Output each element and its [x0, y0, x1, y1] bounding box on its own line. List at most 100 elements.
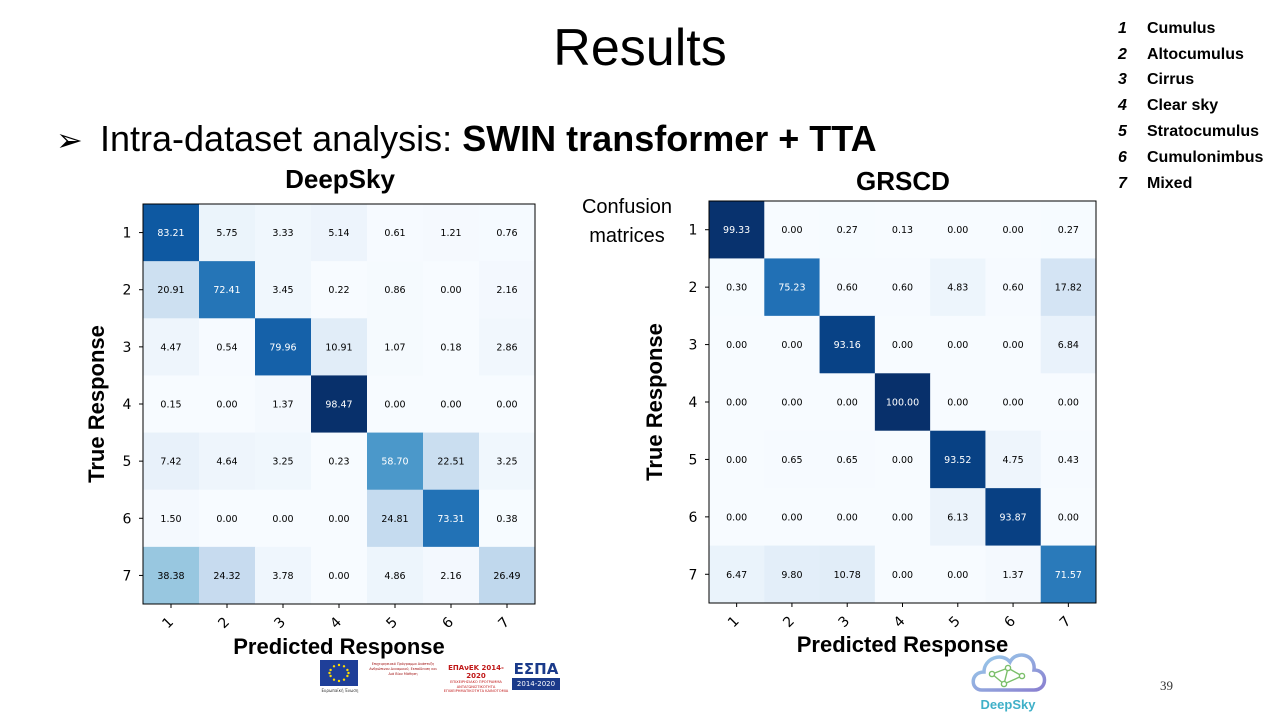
cell-value-label: 0.13 — [892, 225, 913, 236]
cell-value-label: 58.70 — [381, 457, 408, 468]
x-axis-title: Predicted Response — [233, 634, 445, 659]
heatmap-cell — [764, 545, 820, 604]
cell-value-label: 0.00 — [837, 512, 858, 523]
cell-value-label: 0.60 — [1002, 283, 1023, 294]
x-tick-label: 2 — [780, 613, 798, 631]
cell-value-label: 4.86 — [384, 571, 405, 582]
cell-value-label: 93.87 — [999, 512, 1026, 523]
heatmap-cell — [985, 373, 1042, 432]
cell-value-label: 22.51 — [437, 457, 464, 468]
legend-label: Stratocumulus — [1147, 123, 1260, 141]
heatmap-cell — [819, 201, 876, 259]
heatmap-cell — [367, 489, 424, 548]
grscd-heatmap: 99.33 0.00 0.27 0.13 0.00 0.00 0.27 0.30 75.23 0.… — [642, 200, 1097, 657]
cell-value-label: 99.33 — [723, 225, 750, 236]
y-tick-label: 5 — [123, 454, 132, 470]
cell-value-label: 0.27 — [837, 225, 858, 236]
cell-value-label: 0.65 — [837, 455, 858, 466]
cell-value-label: 0.00 — [496, 400, 517, 411]
cell-value-label: 0.00 — [781, 340, 802, 351]
side-label-line2: matrices — [589, 225, 665, 247]
legend-item: 7 Mixed — [1118, 171, 1263, 197]
heatmap-cell — [930, 201, 986, 259]
heatmap-cell — [874, 545, 931, 604]
cell-value-label: 0.00 — [947, 340, 968, 351]
y-tick-label: 6 — [689, 510, 698, 526]
cell-value-label: 0.00 — [947, 570, 968, 581]
cell-value-label: 0.00 — [1058, 398, 1079, 409]
legend-label: Altocumulus — [1147, 45, 1244, 63]
cell-value-label: 4.83 — [947, 283, 968, 294]
heatmap-cell — [709, 488, 765, 546]
heatmap-cell — [930, 258, 986, 317]
heatmap-cell — [479, 204, 536, 262]
heatmap-cell — [255, 261, 312, 319]
heatmap-cell — [874, 315, 931, 374]
epanek-logo: ΕΠΑνΕΚ 2014-2020 ΕΠΙΧΕΙΡΗΣΙΑΚΟ ΠΡΟΓΡΑΜΜΑ… — [440, 664, 512, 694]
y-tick-label: 5 — [689, 452, 698, 468]
cell-value-label: 10.78 — [834, 570, 861, 581]
heatmap-cell — [367, 318, 424, 376]
cell-value-label: 0.30 — [726, 283, 747, 294]
x-tick-label: 5 — [946, 613, 964, 631]
heatmap-cell — [255, 375, 312, 433]
cell-value-label: 0.65 — [781, 455, 802, 466]
legend-label: Clear sky — [1147, 97, 1219, 115]
cell-value-label: 9.80 — [781, 570, 802, 581]
cell-value-label: 4.64 — [216, 457, 237, 468]
cell-value-label: 0.23 — [328, 457, 349, 468]
heatmap-cell — [423, 204, 480, 262]
heatmap-cell — [819, 488, 876, 546]
page-number: 39 — [1160, 678, 1173, 693]
legend-item: 4 Clear sky — [1118, 93, 1263, 119]
cell-value-label: 1.07 — [384, 342, 405, 353]
y-tick-label: 6 — [123, 511, 132, 527]
heatmap-cell — [479, 432, 536, 491]
espa-logo: ΕΣΠΑ — [513, 660, 559, 678]
class-legend: 1 Cumulus 2 Altocumulus 3 Cirrus 4 Clear sky… — [1118, 16, 1263, 197]
x-tick-label: 6 — [1001, 613, 1019, 631]
x-tick-label: 4 — [891, 613, 909, 631]
heatmap-cell — [874, 373, 931, 432]
heatmap-cell — [143, 204, 200, 262]
heatmap-cell — [311, 261, 368, 319]
side-label-line1: Confusion — [581, 196, 673, 218]
legend-label: Cumulus — [1147, 19, 1216, 37]
legend-number: 5 — [1118, 123, 1127, 141]
heatmap-cell — [1040, 545, 1097, 604]
cell-value-label: 0.00 — [726, 455, 747, 466]
legend-number: 6 — [1118, 148, 1127, 166]
y-tick-label: 1 — [689, 223, 698, 239]
heatmap-cell — [423, 318, 480, 376]
heatmap-cell — [930, 373, 986, 432]
cell-value-label: 2.16 — [496, 285, 517, 296]
heatmap-cell — [930, 545, 986, 604]
cell-value-label: 1.50 — [160, 514, 181, 525]
bullet-point: ➢ Intra-dataset analysis: SWIN transforme… — [56, 118, 877, 160]
cell-value-label: 24.32 — [213, 571, 240, 582]
heatmap-cell — [479, 375, 536, 433]
cell-value-label: 38.38 — [157, 571, 184, 582]
cell-value-label: 0.00 — [947, 225, 968, 236]
heatmap-cell — [423, 375, 480, 433]
x-tick-label: 7 — [1057, 613, 1075, 631]
heatmap-cell — [255, 432, 312, 491]
x-tick-label: 3 — [271, 614, 289, 632]
cell-value-label: 0.00 — [384, 400, 405, 411]
cell-value-label: 4.75 — [1002, 455, 1023, 466]
y-tick-label: 1 — [123, 226, 132, 242]
x-tick-label: 1 — [159, 614, 177, 632]
deepsky-heatmap: 83.21 5.75 3.33 5.14 0.61 1.21 0.76 20.91 72.41 3… — [84, 203, 536, 659]
heatmap-cell — [311, 204, 368, 262]
operational-programme-text: Επιχειρησιακό Πρόγραμμα Ανάπτυξη Ανθρώπι… — [369, 662, 437, 676]
heatmap-cell — [143, 489, 200, 548]
cell-value-label: 93.16 — [834, 340, 861, 351]
cell-value-label: 0.00 — [781, 512, 802, 523]
cell-value-label: 24.81 — [381, 514, 408, 525]
heatmap-cell — [764, 373, 820, 432]
heatmap-cell — [985, 430, 1042, 489]
cell-value-label: 0.00 — [726, 340, 747, 351]
heatmap-cell — [143, 432, 200, 491]
cell-value-label: 5.14 — [328, 228, 349, 239]
cell-value-label: 5.75 — [216, 228, 237, 239]
